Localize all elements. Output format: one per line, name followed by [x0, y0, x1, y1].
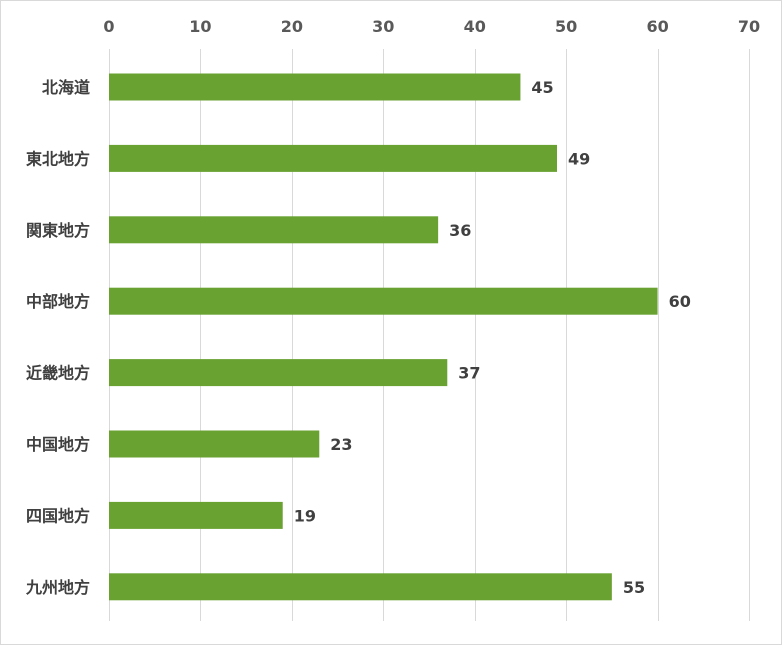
bar	[109, 573, 612, 601]
bar	[109, 430, 320, 458]
x-tick-label: 70	[738, 17, 760, 36]
data-labels: 45 49 36 60 37 23 19 55	[294, 78, 691, 597]
category-label: 近畿地方	[26, 364, 90, 383]
x-tick-label: 20	[281, 17, 303, 36]
data-label: 23	[330, 435, 352, 454]
x-tick-label: 40	[464, 17, 486, 36]
category-label: 北海道	[42, 78, 90, 97]
data-label: 49	[568, 149, 590, 168]
x-tick-label: 50	[555, 17, 577, 36]
bar	[109, 287, 658, 315]
category-label: 四国地方	[26, 506, 90, 525]
x-tick-label: 10	[189, 17, 211, 36]
bars	[109, 73, 658, 601]
data-label: 45	[531, 78, 553, 97]
x-tick-label: 30	[372, 17, 394, 36]
category-label: 中部地方	[26, 292, 90, 311]
data-label: 60	[669, 292, 691, 311]
x-tick-label: 60	[646, 17, 668, 36]
bar	[109, 144, 557, 172]
category-label: 東北地方	[26, 149, 90, 168]
x-tick-label: 0	[103, 17, 114, 36]
data-label: 19	[294, 506, 316, 525]
category-label: 中国地方	[26, 435, 90, 454]
bar	[109, 73, 521, 101]
data-label: 37	[458, 364, 480, 383]
data-label: 55	[623, 578, 645, 597]
gridlines	[109, 49, 750, 621]
data-label: 36	[449, 221, 471, 240]
bar	[109, 216, 439, 244]
x-axis-tick-labels: 0 10 20 30 40 50 60 70	[103, 17, 760, 36]
category-label: 関東地方	[26, 221, 90, 240]
category-label: 九州地方	[25, 578, 90, 597]
bar	[109, 501, 283, 529]
bar	[109, 359, 448, 387]
